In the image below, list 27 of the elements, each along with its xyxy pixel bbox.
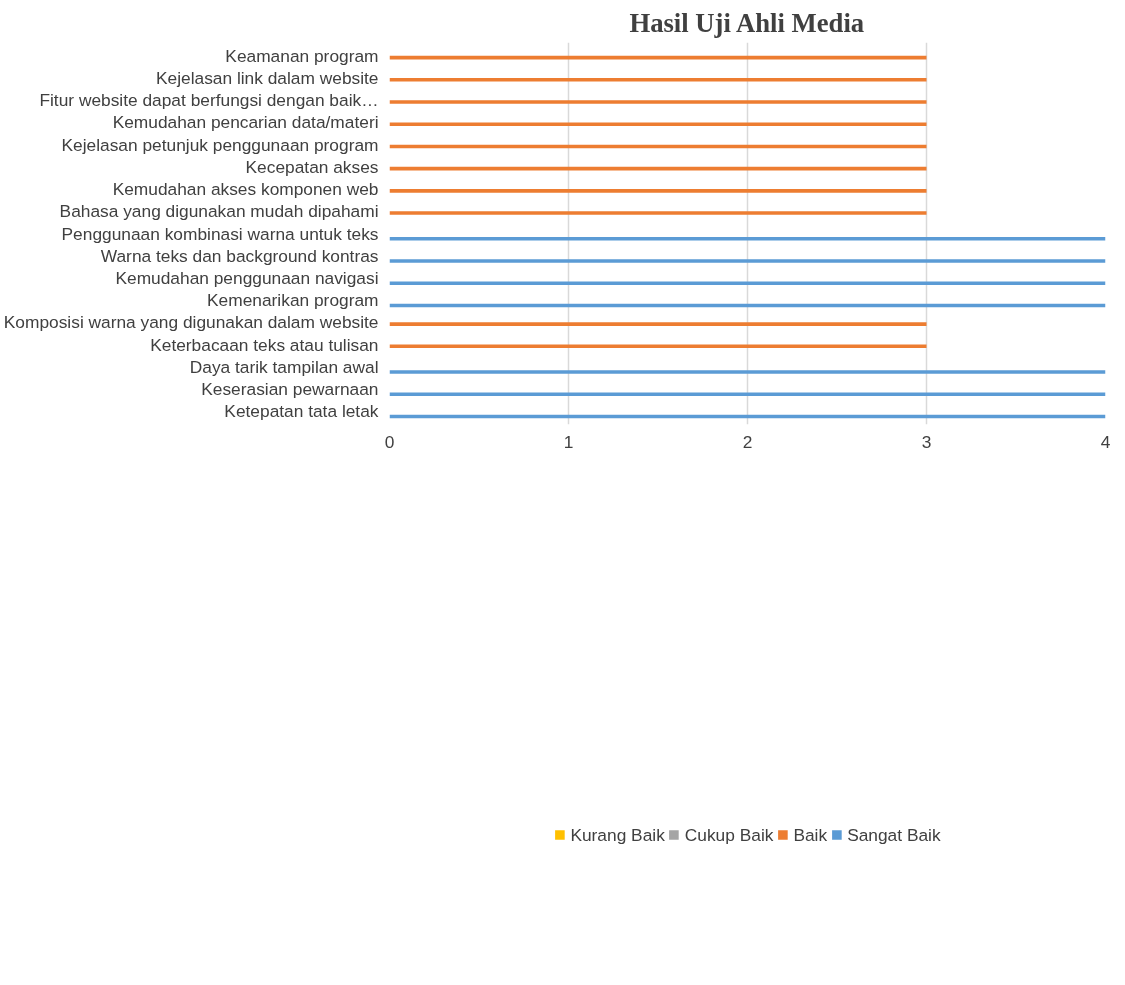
y-tick-label: Kemudahan penggunaan navigasi <box>115 267 379 288</box>
y-tick-label: Warna teks dan background kontras <box>100 245 379 266</box>
y-tick-label: Bahasa yang digunakan mudah dipahami <box>59 201 379 222</box>
y-tick-label: Penggunaan kombinasi warna untuk teks <box>61 223 379 244</box>
x-tick-label: 3 <box>921 431 932 452</box>
y-tick-label: Kejelasan petunjuk penggunaan program <box>61 134 379 155</box>
y-tick-label: Daya tarik tampilan awal <box>189 356 379 377</box>
y-tick-label: Fitur website dapat berfungsi dengan baik… <box>39 90 379 111</box>
x-tick-label: 4 <box>1100 431 1111 452</box>
legend-label: Kurang Baik <box>570 824 665 846</box>
y-tick-label: Kecepatan akses <box>245 156 379 177</box>
legend-label: Sangat Baik <box>847 824 941 846</box>
y-tick-label: Kemudahan akses komponen web <box>112 179 379 200</box>
y-tick-label: Keterbacaan teks atau tulisan <box>150 334 379 355</box>
legend-label: Baik <box>793 824 828 846</box>
y-tick-label: Kejelasan link dalam website <box>156 68 379 89</box>
x-tick-label: 2 <box>742 431 753 452</box>
y-tick-label: Ketepatan tata letak <box>224 401 379 422</box>
x-tick-label: 1 <box>563 431 574 452</box>
y-tick-label: Keamanan program <box>225 45 379 66</box>
y-tick-label: Komposisi warna yang digunakan dalam website <box>3 312 379 333</box>
y-tick-label: Kemudahan pencarian data/materi <box>112 112 379 133</box>
y-tick-label: Keserasian pewarnaan <box>201 378 379 399</box>
y-tick-label: Kemenarikan program <box>207 290 379 311</box>
x-tick-label: 0 <box>384 431 395 452</box>
legend-label: Cukup Baik <box>684 824 774 846</box>
chart-title: Hasil Uji Ahli Media <box>629 7 865 38</box>
